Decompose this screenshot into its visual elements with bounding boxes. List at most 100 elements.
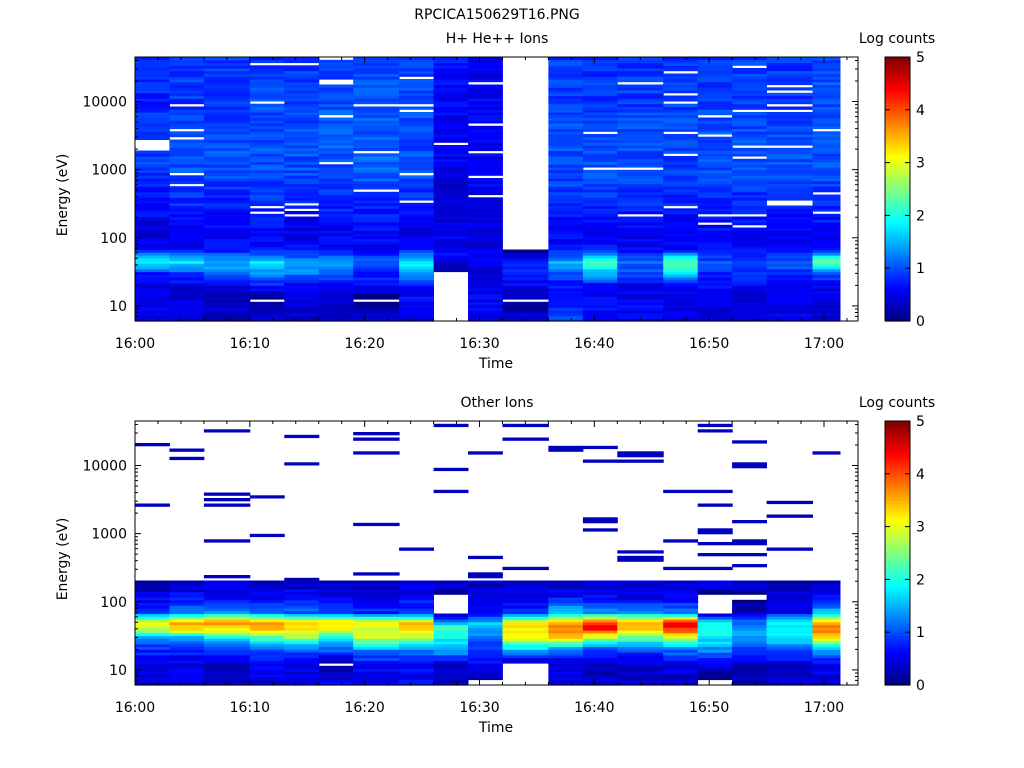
heatmap-cell: [203, 109, 251, 113]
heatmap-cell: [353, 437, 400, 441]
heatmap-cell: [284, 145, 320, 149]
heatmap-cell: [582, 81, 618, 86]
heatmap-cell: [697, 59, 733, 64]
heatmap-cell: [582, 227, 618, 231]
heatmap-cell: [548, 156, 584, 160]
colorbar-swatch: [885, 274, 910, 279]
heatmap-cell: [203, 134, 251, 138]
heatmap-cell: [203, 205, 251, 209]
heatmap-cell: [169, 139, 205, 143]
heatmap-cell: [582, 134, 618, 138]
colorbar-swatch: [885, 661, 910, 666]
heatmap-cell: [433, 211, 469, 215]
heatmap-cell: [135, 304, 170, 308]
heatmap-cell: [399, 599, 434, 604]
heatmap-cell: [617, 186, 664, 190]
heatmap-cell: [502, 624, 549, 628]
heatmap-cell: [399, 621, 434, 626]
heatmap-cell: [766, 131, 813, 135]
heatmap-cell: [812, 197, 841, 201]
heatmap-cell: [732, 621, 767, 626]
heatmap-cell: [433, 189, 469, 193]
heatmap-cell: [169, 68, 205, 72]
heatmap-cell: [284, 312, 320, 317]
heatmap-cell: [663, 679, 699, 683]
heatmap-cell: [697, 255, 733, 259]
heatmap-cell: [203, 169, 251, 173]
heatmap-cell: [697, 531, 733, 535]
heatmap-cell: [468, 627, 503, 631]
heatmap-cell: [284, 131, 320, 135]
heatmap-cell: [812, 657, 841, 661]
heatmap-cell: [249, 191, 285, 196]
heatmap-cell: [812, 583, 841, 587]
heatmap-cell: [812, 663, 841, 667]
heatmap-cell: [203, 167, 251, 171]
heatmap-cell: [135, 98, 170, 102]
heatmap-cell: [766, 643, 813, 648]
heatmap-cell: [766, 92, 813, 97]
heatmap-cell: [468, 288, 503, 292]
heatmap-cell: [203, 224, 251, 229]
heatmap-cell: [582, 591, 618, 595]
heatmap-cell: [468, 145, 503, 149]
colorbar-swatch: [885, 218, 910, 223]
heatmap-cell: [284, 257, 320, 262]
heatmap-cell: [548, 588, 584, 593]
heatmap-cell: [766, 307, 813, 311]
heatmap-cell: [582, 263, 618, 267]
heatmap-cell: [399, 208, 434, 212]
heatmap-cell: [732, 285, 767, 289]
heatmap-cell: [617, 194, 664, 198]
heatmap-cell: [548, 222, 584, 226]
heatmap-cell: [399, 235, 434, 240]
heatmap-cell: [169, 318, 205, 322]
heatmap-cell: [353, 62, 400, 66]
x-axis-label: Time: [478, 356, 513, 372]
colorbar-swatch: [885, 668, 910, 673]
heatmap-cell: [812, 101, 841, 105]
heatmap-cell: [468, 98, 503, 102]
heatmap-cell: [284, 641, 320, 645]
heatmap-cell: [812, 112, 841, 116]
heatmap-cell: [433, 241, 469, 245]
heatmap-cell: [353, 230, 400, 234]
heatmap-cell: [399, 608, 434, 612]
heatmap-cell: [502, 257, 549, 262]
heatmap-cell: [284, 627, 320, 631]
heatmap-cell: [203, 657, 251, 661]
heatmap-cell: [433, 191, 469, 196]
heatmap-cell: [169, 227, 205, 231]
heatmap-cell: [617, 216, 664, 220]
heatmap-cell: [399, 189, 434, 193]
heatmap-cell: [697, 274, 733, 278]
heatmap-cell: [812, 109, 841, 113]
colorbar-swatch: [885, 516, 910, 521]
heatmap-cell: [249, 164, 285, 168]
heatmap-cell: [284, 591, 320, 595]
heatmap-cell: [663, 241, 699, 245]
colorbar-tick-label: 5: [916, 414, 925, 430]
heatmap-cell: [617, 224, 664, 229]
heatmap-cell: [766, 588, 813, 593]
heatmap-cell: [468, 211, 503, 215]
y-tick-label: 100: [100, 231, 127, 247]
heatmap-cell: [812, 153, 841, 157]
heatmap-cell: [135, 301, 170, 306]
heatmap-cell: [468, 219, 503, 223]
heatmap-cell: [732, 301, 767, 306]
heatmap-cell: [548, 271, 584, 275]
heatmap-cell: [169, 682, 205, 686]
heatmap-cell: [617, 616, 664, 620]
heatmap-cell: [697, 120, 733, 124]
heatmap-cell: [284, 120, 320, 124]
heatmap-cell: [732, 70, 767, 74]
heatmap-cell: [318, 583, 354, 587]
heatmap-cell: [249, 197, 285, 201]
heatmap-cell: [663, 599, 699, 604]
heatmap-cell: [766, 635, 813, 639]
heatmap-cell: [617, 454, 664, 458]
heatmap-cell: [766, 238, 813, 242]
heatmap-cell: [548, 616, 584, 620]
heatmap-cell: [548, 608, 584, 612]
